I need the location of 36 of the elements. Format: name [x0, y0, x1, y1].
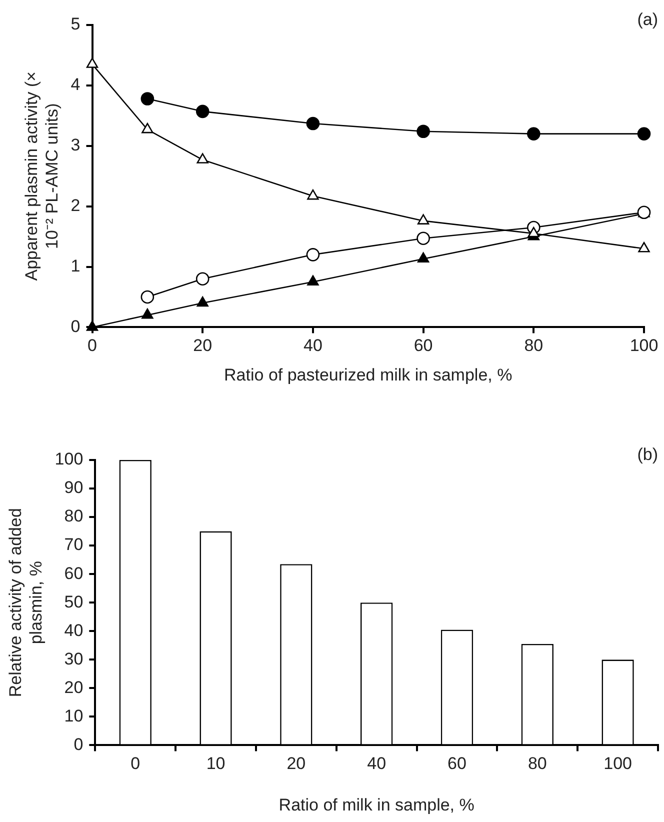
y-tick-label: 50: [64, 592, 84, 612]
annotation: (a): [637, 10, 658, 30]
y-tick-label: 10: [64, 706, 84, 726]
x-tick-label: 20: [193, 336, 212, 356]
x-axis-title: Ratio of pasteurized milk in sample, %: [224, 365, 512, 384]
y-tick-label: 2: [70, 196, 80, 216]
x-tick-label: 60: [414, 336, 433, 356]
x-tick-label: 100: [604, 754, 632, 774]
x-tick-label: 60: [448, 754, 466, 774]
y-tick-label: 80: [64, 506, 84, 526]
x-tick-label: 0: [88, 336, 97, 356]
y-tick-label: 5: [70, 14, 80, 34]
y-tick-label: 60: [64, 564, 84, 583]
y-tick-label: 30: [64, 649, 84, 668]
y-tick-label: 4: [70, 75, 80, 94]
y-tick-label: 0: [70, 316, 80, 336]
y-tick-label: 40: [64, 620, 84, 640]
x-axis-title: Ratio of milk in sample, %: [278, 795, 474, 814]
x-tick-label: 0: [130, 754, 140, 774]
x-tick-label: 40: [367, 754, 386, 774]
x-tick-label: 100: [630, 336, 658, 356]
x-tick-label: 40: [303, 336, 322, 356]
x-tick-label: 10: [206, 754, 226, 774]
y-tick-label: 0: [74, 734, 84, 754]
y-tick-label: 70: [64, 535, 84, 554]
x-tick-label: 80: [524, 336, 544, 356]
annotation: (b): [637, 445, 658, 464]
y-tick-label: 20: [64, 678, 84, 697]
x-tick-label: 80: [528, 754, 547, 774]
y-tick-label: 1: [70, 256, 80, 276]
y-tick-label: 90: [64, 478, 84, 498]
y-axis-title: Apparent plasmin activity (× 10⁻² PL-AMC units): [22, 71, 62, 281]
y-axis-title: Relative activity of added plasmin, %: [6, 508, 46, 698]
y-tick-label: 3: [70, 136, 80, 155]
x-tick-label: 20: [286, 754, 306, 774]
y-tick-label: 100: [54, 450, 84, 469]
